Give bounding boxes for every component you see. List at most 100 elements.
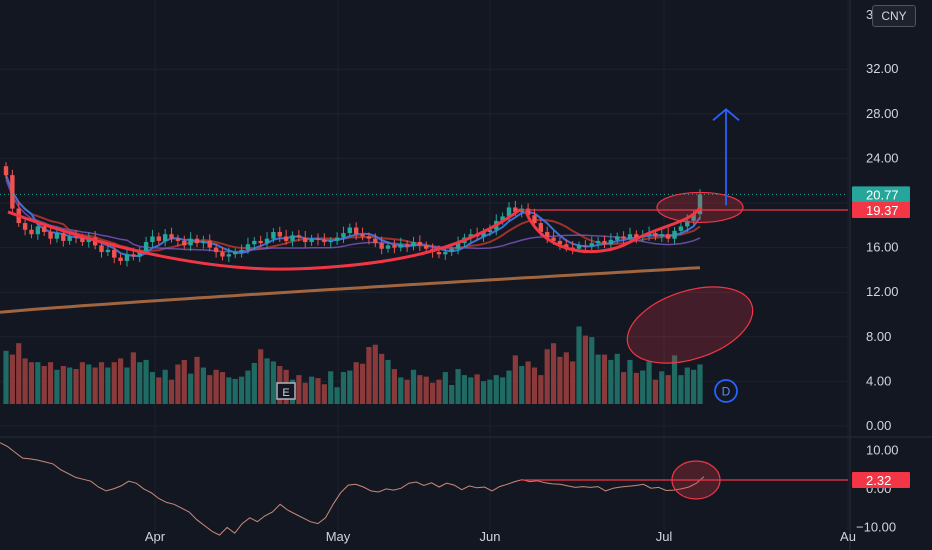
dividend-marker-label: D	[722, 385, 731, 399]
candle-body	[264, 238, 270, 244]
candle-body	[118, 257, 123, 261]
volume-bar	[595, 354, 601, 404]
cup-curve	[7, 208, 521, 271]
volume-bar	[442, 372, 448, 404]
volume-bar	[334, 387, 340, 404]
candle-body	[583, 245, 588, 247]
volume-bar	[531, 367, 538, 404]
candle-body	[150, 236, 155, 243]
dividend-marker	[714, 379, 738, 403]
candle-body	[124, 254, 130, 261]
volume-bar	[353, 362, 359, 404]
price-tick-label: 4.00	[866, 373, 891, 388]
candle-body	[162, 234, 168, 241]
candle-body	[35, 226, 41, 235]
time-tick-label: Au	[840, 529, 856, 544]
moving-average-red	[5, 174, 701, 252]
volume-bar	[28, 362, 35, 404]
volume-bar	[474, 374, 480, 404]
volume-surge-ellipse	[626, 286, 754, 364]
volume-bar	[188, 373, 194, 404]
volume-bar	[633, 372, 639, 404]
volume-bar	[181, 359, 187, 404]
candle-body	[678, 226, 684, 231]
candle-body	[353, 227, 359, 235]
volume-bar	[137, 362, 143, 404]
moving-average-purple	[5, 179, 701, 253]
volume-bar	[429, 382, 436, 404]
candle-body	[73, 236, 79, 238]
volume-bar	[258, 349, 264, 404]
volume-bar	[461, 375, 468, 404]
volume-bar	[366, 347, 372, 404]
volume-bar	[550, 343, 557, 404]
price-axis[interactable]: 32.0028.0024.0020.0016.0012.008.004.000.…	[852, 7, 910, 433]
candle-body	[341, 233, 346, 238]
currency-button[interactable]: CNY	[872, 5, 916, 27]
candle-body	[29, 229, 34, 235]
candle-body	[608, 239, 614, 245]
volume-bar	[519, 366, 525, 404]
volume-bar	[385, 359, 391, 404]
volume-bar	[328, 371, 334, 404]
volume-bar	[79, 362, 86, 404]
price-tick-label: 16.00	[866, 240, 899, 255]
candle-body	[589, 243, 594, 247]
volume-bar	[372, 344, 378, 404]
volume-bar	[118, 358, 124, 404]
candle-body	[385, 245, 391, 249]
candle-body	[156, 236, 162, 241]
volume-bar	[3, 350, 9, 404]
candle-body	[513, 207, 518, 212]
handle-curve	[524, 206, 702, 254]
candle-body	[315, 238, 321, 240]
candle-body	[538, 223, 544, 232]
price-label-bg	[852, 186, 910, 203]
volume-bar	[691, 369, 697, 404]
candle-body	[137, 250, 142, 257]
volume-bar	[168, 379, 175, 404]
volume-bar	[487, 379, 493, 404]
volume-bar	[162, 369, 168, 404]
time-tick-label: Jun	[480, 529, 501, 544]
volume-bar	[544, 349, 550, 404]
volume-bar	[417, 375, 423, 404]
volume-bar	[130, 352, 136, 404]
volume-bar	[684, 367, 690, 404]
candle-body	[487, 229, 493, 232]
volume-bar	[226, 377, 232, 404]
volume-bar	[245, 370, 251, 404]
volume-bar	[321, 384, 327, 404]
time-tick-label: Jul	[656, 529, 673, 544]
volume-bar	[232, 378, 238, 404]
indicator-tick-label: 10.00	[866, 442, 899, 457]
candle-body	[290, 235, 295, 241]
candle-body	[220, 252, 225, 257]
volume-bar	[614, 353, 620, 404]
volume-bar	[9, 354, 15, 404]
volume-bar	[347, 370, 353, 404]
price-tick-label-clipped: 3	[866, 7, 873, 22]
candle-body	[245, 244, 251, 250]
candle-body	[557, 240, 563, 245]
annotations	[0, 108, 848, 364]
candle-body	[525, 208, 531, 216]
volume-bar	[111, 362, 117, 404]
candle-body	[334, 237, 340, 241]
candle-body	[449, 248, 454, 253]
time-axis[interactable]: Apr May Jun Jul Au	[145, 529, 856, 544]
volume-bar	[315, 378, 321, 404]
candle-body	[602, 240, 607, 245]
candle-body	[239, 249, 244, 253]
candle-body	[595, 240, 601, 244]
volume-bar	[22, 358, 28, 404]
candle-body	[627, 234, 633, 239]
volume-bar	[659, 371, 665, 404]
candle-body	[551, 237, 556, 241]
candle-body	[424, 245, 429, 249]
volume-bar	[340, 372, 347, 404]
candle-body	[99, 245, 104, 253]
